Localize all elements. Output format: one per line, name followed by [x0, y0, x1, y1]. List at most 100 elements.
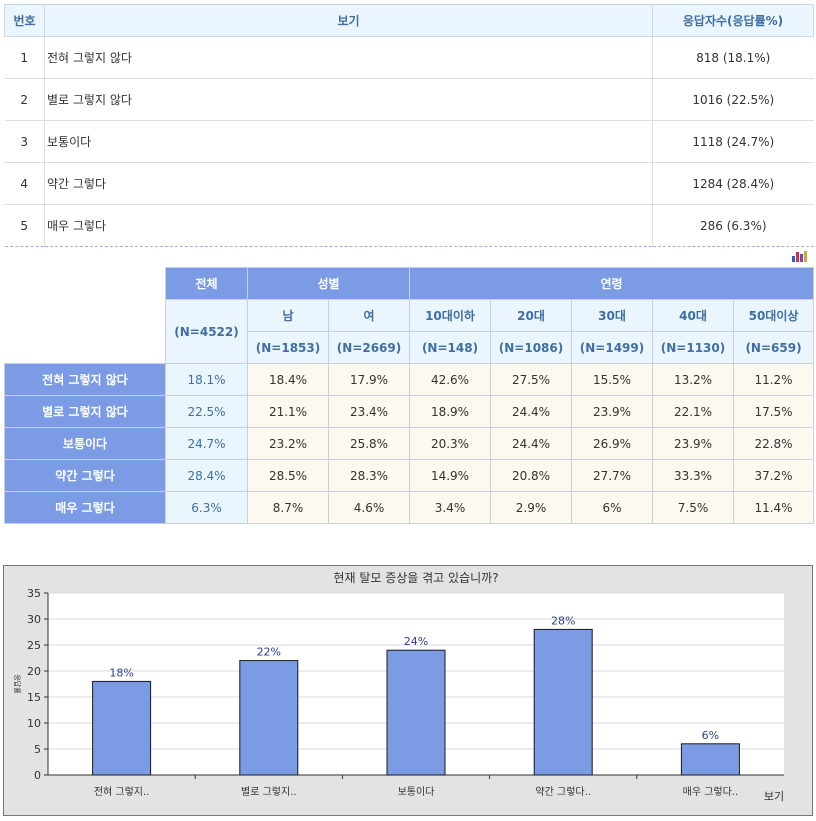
data-label: 22% [257, 646, 281, 659]
row-count: 1118 (24.7%) [652, 120, 814, 163]
y-tick-label: 30 [27, 613, 41, 626]
x-tick-label: 보통이다 [398, 786, 435, 798]
results-header-row: 번호 보기 응답자수(응답률%) [4, 4, 814, 37]
cell-value: 3.4% [409, 491, 491, 524]
row-count: 1284 (28.4%) [652, 162, 814, 205]
row-option: 보통이다 [44, 120, 653, 163]
header-count: 응답자수(응답률%) [652, 4, 814, 37]
row-count: 818 (18.1%) [652, 36, 814, 79]
table-row: 5 매우 그렇다 286 (6.3%) [4, 204, 814, 247]
table-row: 보통이다 24.7% 23.2% 25.8% 20.3% 24.4% 26.9% 23.9% 2… [4, 427, 815, 460]
column-label: 40대 [652, 299, 734, 332]
cell-value: 15.5% [571, 363, 653, 396]
cell-value: 37.2% [732, 459, 815, 492]
cell-value: 33.3% [652, 459, 734, 492]
cell-value: 27.7% [571, 459, 653, 492]
x-tick-label: 약간 그렇다.. [535, 785, 591, 798]
data-label: 6% [702, 729, 719, 742]
cell-value: 7.5% [652, 491, 734, 524]
y-tick-label: 0 [34, 769, 41, 782]
cell-value: 21.1% [247, 395, 329, 428]
y-tick-label: 35 [27, 587, 41, 600]
x-axis-label: 보기 [764, 790, 784, 803]
cell-value: 11.4% [732, 491, 815, 524]
cell-value: 4.6% [328, 491, 410, 524]
cell-value: 25.8% [328, 427, 410, 460]
row-label: 별로 그렇지 않다 [4, 395, 166, 428]
cell-total: 22.5% [165, 395, 248, 428]
bar [533, 628, 593, 776]
crosstab-total-n: (N=4522) [165, 299, 248, 364]
column-label: 50대이상 [732, 299, 815, 332]
cell-value: 23.9% [571, 395, 653, 428]
column-label: 20대 [490, 299, 572, 332]
cell-value: 8.7% [247, 491, 329, 524]
cell-value: 20.3% [409, 427, 491, 460]
row-count: 286 (6.3%) [652, 204, 814, 247]
data-label: 24% [404, 635, 428, 648]
cell-value: 17.9% [328, 363, 410, 396]
data-label: 28% [551, 614, 575, 627]
row-label: 보통이다 [4, 427, 166, 460]
cell-value: 24.4% [490, 427, 572, 460]
row-label: 약간 그렇다 [4, 459, 166, 492]
cell-value: 28.5% [247, 459, 329, 492]
cell-value: 22.8% [732, 427, 815, 460]
cell-value: 2.9% [490, 491, 572, 524]
cell-value: 28.3% [328, 459, 410, 492]
bar [239, 660, 299, 776]
column-n: (N=148) [409, 331, 491, 364]
table-row: 전혀 그렇지 않다 18.1% 18.4% 17.9% 42.6% 27.5% 15.5% 1… [4, 363, 815, 396]
results-table: 번호 보기 응답자수(응답률%) 1 전혀 그렇지 않다 818 (18.1%)… [4, 4, 814, 247]
cell-total: 6.3% [165, 491, 248, 524]
bar-chart: 현재 탈모 증상을 겪고 있습니까? 0 5 10 15 20 25 30 35 응답률 보기 18%… [3, 565, 813, 816]
table-row: 3 보통이다 1118 (24.7%) [4, 120, 814, 163]
table-row: 1 전혀 그렇지 않다 818 (18.1%) [4, 36, 814, 79]
column-n: (N=2669) [328, 331, 410, 364]
cell-value: 14.9% [409, 459, 491, 492]
column-n: (N=1499) [571, 331, 653, 364]
crosstab-age-label: 연령 [408, 267, 815, 300]
row-label: 전혀 그렇지 않다 [4, 363, 166, 396]
cell-value: 18.9% [409, 395, 491, 428]
row-number: 2 [4, 78, 45, 121]
cell-value: 18.4% [247, 363, 329, 396]
row-number: 4 [4, 162, 45, 205]
column-n: (N=1853) [247, 331, 329, 364]
crosstab-corner [4, 267, 166, 364]
column-label: 여 [328, 299, 410, 332]
chart-title: 현재 탈모 증상을 겪고 있습니까? [333, 571, 498, 585]
row-number: 3 [4, 120, 45, 163]
table-row: 2 별로 그렇지 않다 1016 (22.5%) [4, 78, 814, 121]
cell-value: 13.2% [652, 363, 734, 396]
x-tick-label: 전혀 그렇지.. [94, 785, 150, 798]
crosstab-table: 전체 성별 연령 (N=4522) 남 여 10대이하 20대 30대 40대 … [4, 267, 815, 524]
header-option: 보기 [44, 4, 653, 37]
x-tick-label: 별로 그렇지.. [241, 785, 297, 798]
y-tick-label: 15 [27, 691, 41, 704]
cell-value: 27.5% [490, 363, 572, 396]
cell-value: 11.2% [732, 363, 815, 396]
cell-value: 23.4% [328, 395, 410, 428]
bar-chart-icon[interactable] [790, 250, 808, 262]
x-tick-label: 매우 그렇다.. [683, 785, 739, 798]
table-row: 매우 그렇다 6.3% 8.7% 4.6% 3.4% 2.9% 6% 7.5% 11.4% [4, 491, 815, 524]
cell-value: 17.5% [732, 395, 815, 428]
column-n: (N=1130) [652, 331, 734, 364]
cell-value: 6% [571, 491, 653, 524]
table-row: 별로 그렇지 않다 22.5% 21.1% 23.4% 18.9% 24.4% 23.9% 2… [4, 395, 815, 428]
bar [92, 680, 152, 776]
column-label: 30대 [571, 299, 653, 332]
bar [386, 649, 446, 776]
y-tick-label: 20 [27, 665, 41, 678]
cell-value: 23.9% [652, 427, 734, 460]
y-tick-label: 25 [27, 639, 41, 652]
y-tick-label: 10 [27, 717, 41, 730]
column-label: 남 [247, 299, 329, 332]
crosstab-total-label: 전체 [165, 267, 248, 300]
cell-total: 28.4% [165, 459, 248, 492]
cell-value: 23.2% [247, 427, 329, 460]
cell-value: 26.9% [571, 427, 653, 460]
column-n: (N=659) [732, 331, 815, 364]
